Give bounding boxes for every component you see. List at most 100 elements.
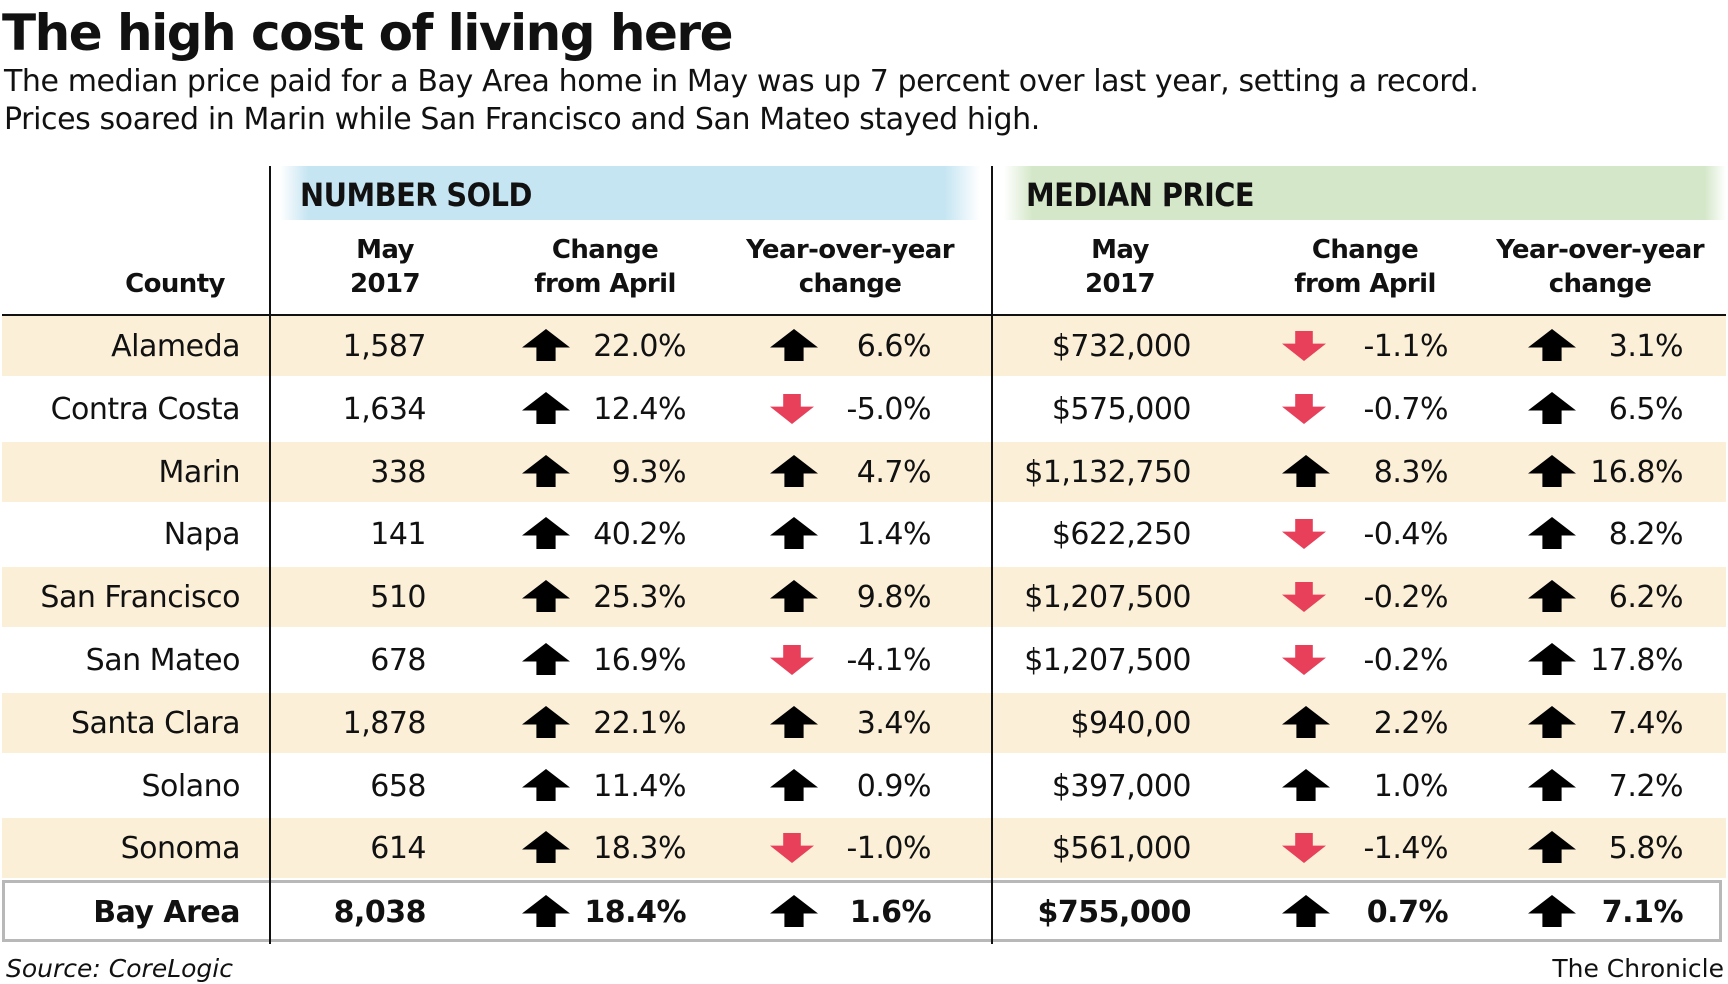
number-sold-band: NUMBER SOLD — [280, 166, 980, 220]
cell-price-chg: -1.4% — [1363, 831, 1448, 867]
cell-sold-yoy: -5.0% — [846, 391, 931, 427]
cell-sold-chg: 9.3% — [611, 454, 687, 490]
arrow-up-icon — [1528, 329, 1576, 361]
cell-price: $561,000 — [1051, 831, 1192, 867]
header-price-may-2017: May 2017 — [1085, 235, 1156, 299]
cell-price-yoy: 5.8% — [1608, 831, 1684, 867]
cell-sold: 1,587 — [342, 329, 427, 364]
cell-price-chg: 8.3% — [1373, 454, 1449, 490]
header-sold-change-april: Change from April — [534, 235, 676, 299]
cell-sold-yoy: 9.8% — [856, 580, 932, 616]
county-cell: Marin — [158, 454, 241, 490]
cell-sold-chg: 18.3% — [593, 831, 686, 867]
cell-sold-chg: 22.1% — [593, 705, 686, 741]
arrow-up-icon — [1282, 454, 1330, 487]
arrow-down-icon — [770, 645, 814, 675]
header-price-change-april: Change from April — [1294, 235, 1436, 299]
arrow-up-icon — [522, 768, 570, 801]
cell-price: $1,207,500 — [1024, 580, 1191, 616]
cell-price-yoy: 16.8% — [1590, 454, 1683, 490]
county-cell: Alameda — [111, 329, 240, 364]
number-sold-label: NUMBER SOLD — [300, 176, 532, 214]
cell-price: $1,207,500 — [1024, 643, 1191, 678]
county-cell: San Francisco — [40, 580, 240, 616]
table-row: Sonoma 614 18.3% -1.0% $561,000 -1.4% 5.8% — [2, 818, 1726, 879]
cell-price: $575,000 — [1051, 391, 1192, 427]
cell-sold-chg: 11.4% — [593, 768, 686, 804]
cell-sold: 8,038 — [333, 895, 427, 930]
cell-price: $940,00 — [1070, 705, 1191, 741]
arrow-up-icon — [1528, 768, 1576, 801]
cell-price-chg: -0.2% — [1363, 580, 1448, 616]
cell-price-chg: -0.7% — [1363, 391, 1448, 427]
county-cell: San Mateo — [85, 643, 241, 678]
county-cell: Santa Clara — [70, 705, 241, 741]
table-row: Contra Costa 1,634 12.4% -5.0% $575,000 -0.7%… — [2, 379, 1726, 439]
cell-sold-chg: 22.0% — [593, 329, 686, 364]
county-divider — [269, 166, 271, 944]
cell-price-chg: -0.4% — [1363, 517, 1448, 553]
cell-price-yoy: 3.1% — [1608, 329, 1684, 364]
header-price-yoy: Year-over-year change — [1496, 235, 1704, 299]
arrow-up-icon — [1282, 768, 1330, 801]
total-county-cell: Bay Area — [93, 895, 240, 930]
cell-sold: 1,634 — [342, 391, 427, 427]
arrow-up-icon — [1528, 391, 1576, 424]
arrow-down-icon — [1282, 645, 1326, 675]
cell-sold: 1,878 — [342, 705, 427, 741]
cell-sold: 658 — [370, 768, 426, 804]
cell-price-yoy: 8.2% — [1608, 517, 1684, 553]
cell-price-chg: 1.0% — [1373, 768, 1449, 804]
arrow-up-icon — [770, 705, 818, 738]
cell-sold-chg: 18.4% — [584, 895, 686, 930]
arrow-up-icon — [1528, 454, 1576, 487]
cell-price-yoy: 6.2% — [1608, 580, 1684, 616]
cell-price: $732,000 — [1051, 329, 1192, 364]
arrow-up-icon — [1282, 705, 1330, 738]
arrow-up-icon — [522, 517, 570, 550]
table-row: Santa Clara 1,878 22.1% 3.4% $940,00 2.2% 7.4% — [2, 692, 1726, 753]
cell-sold-yoy: 0.9% — [856, 768, 932, 804]
cell-sold: 510 — [370, 580, 426, 616]
total-row-box — [2, 880, 1722, 942]
arrow-up-icon — [522, 831, 570, 864]
table-row: Solano 658 11.4% 0.9% $397,000 1.0% 7.2% — [2, 756, 1726, 816]
subtitle-line-2: Prices soared in Marin while San Francis… — [4, 102, 1040, 137]
cell-sold-yoy: -1.0% — [846, 831, 931, 867]
arrow-up-icon — [522, 329, 570, 361]
county-cell: Napa — [163, 517, 241, 553]
cell-price: $622,250 — [1051, 517, 1192, 553]
county-cell: Sonoma — [120, 831, 241, 867]
cell-sold-chg: 16.9% — [593, 643, 686, 678]
arrow-up-icon — [770, 329, 818, 361]
cell-sold-yoy: 1.6% — [849, 895, 932, 930]
cell-sold-yoy: 6.6% — [856, 329, 932, 364]
cell-price-chg: -1.1% — [1363, 329, 1448, 364]
cell-sold-yoy: 4.7% — [856, 454, 932, 490]
cell-sold: 141 — [370, 517, 426, 553]
table-row: Napa 141 40.2% 1.4% $622,250 -0.4% 8.2% — [2, 504, 1726, 564]
cell-price-chg: 2.2% — [1373, 705, 1449, 741]
arrow-up-icon — [522, 454, 570, 487]
cell-price: $397,000 — [1051, 768, 1192, 804]
cell-price-yoy: 6.5% — [1608, 391, 1684, 427]
table-row: San Francisco 510 25.3% 9.8% $1,207,500 -0.2%… — [2, 567, 1726, 628]
arrow-up-icon — [1528, 705, 1576, 738]
cell-price-yoy: 7.1% — [1601, 895, 1684, 930]
header-divider — [2, 314, 1726, 316]
cell-price-chg: -0.2% — [1363, 643, 1448, 678]
median-price-label: MEDIAN PRICE — [1026, 176, 1255, 214]
source-note: Source: CoreLogic — [6, 954, 233, 983]
arrow-down-icon — [1282, 833, 1326, 864]
subtitle-line-1: The median price paid for a Bay Area hom… — [4, 64, 1479, 99]
arrow-up-icon — [522, 580, 570, 613]
cell-sold-yoy: -4.1% — [846, 643, 931, 678]
cell-sold: 678 — [370, 643, 426, 678]
cell-price-chg: 0.7% — [1366, 895, 1449, 930]
county-cell: Contra Costa — [50, 391, 241, 427]
cell-sold-chg: 40.2% — [593, 517, 686, 553]
arrow-up-icon — [522, 643, 570, 675]
arrow-up-icon — [1528, 580, 1576, 613]
arrow-down-icon — [1282, 331, 1326, 361]
arrow-up-icon — [770, 768, 818, 801]
